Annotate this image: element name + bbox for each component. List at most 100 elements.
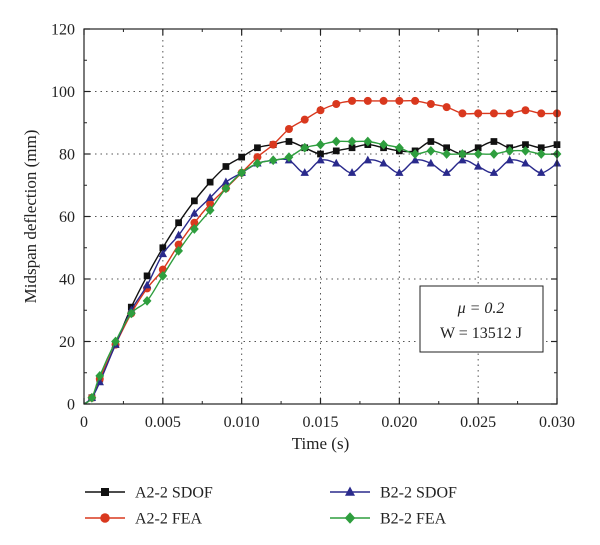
data-point <box>379 158 388 167</box>
data-point <box>175 219 182 227</box>
data-point <box>363 96 372 105</box>
x-tick-label: 0.005 <box>145 414 181 431</box>
data-point <box>174 230 183 239</box>
data-point <box>316 139 325 150</box>
data-point <box>332 100 341 108</box>
annotation-box: μ = 0.2 W = 13512 J <box>419 285 544 353</box>
data-point <box>174 246 184 256</box>
data-point <box>521 106 530 115</box>
data-point <box>221 183 231 194</box>
data-point <box>285 138 293 145</box>
data-point <box>95 371 105 381</box>
data-point <box>253 158 262 169</box>
series-layer <box>83 96 562 405</box>
data-point <box>537 144 545 152</box>
data-point <box>410 149 420 159</box>
ticks: 0 0.005 0.010 0.015 0.020 0.025 0.030 0 20 40 60 80… <box>51 22 575 432</box>
data-point <box>221 177 231 186</box>
series-a2-2-sdof <box>83 138 561 405</box>
x-axis-label: Time (s) <box>292 434 349 453</box>
data-point <box>206 200 215 208</box>
data-point <box>143 272 151 280</box>
series-b2-2-fea <box>83 136 562 405</box>
data-point <box>284 152 294 162</box>
data-point <box>458 155 467 164</box>
legend-marker <box>345 486 355 496</box>
data-point <box>521 146 530 156</box>
legend-item: A2-2 SDOF <box>85 485 213 502</box>
data-point <box>379 139 388 150</box>
data-point <box>142 280 152 289</box>
data-point <box>379 96 388 105</box>
y-tick-label: 60 <box>59 209 75 226</box>
data-point <box>174 240 183 249</box>
data-point <box>189 224 199 234</box>
data-point <box>394 142 404 153</box>
x-tick-label: 0.025 <box>460 414 496 431</box>
data-point <box>537 168 546 176</box>
data-point <box>490 138 498 145</box>
data-point <box>426 100 435 108</box>
legend-marker <box>101 488 109 496</box>
data-point <box>237 167 247 178</box>
data-point <box>222 163 230 170</box>
data-point <box>158 271 168 281</box>
data-point <box>190 208 199 217</box>
legend-label: A2-2 SDOF <box>135 485 213 502</box>
data-point <box>269 140 278 149</box>
legend-marker <box>344 512 356 524</box>
data-point <box>284 125 293 133</box>
y-tick-label: 80 <box>59 147 75 164</box>
x-tick-label: 0.015 <box>303 414 339 431</box>
data-point <box>458 109 467 118</box>
data-point <box>363 155 372 164</box>
data-point <box>191 197 198 205</box>
y-axis-label: Midspan deflection (mm) <box>21 130 40 304</box>
data-point <box>427 138 435 145</box>
data-point <box>300 142 310 153</box>
data-point <box>473 149 483 159</box>
data-point <box>489 168 499 176</box>
data-point <box>348 96 357 105</box>
data-point <box>443 144 450 152</box>
data-point <box>505 109 514 118</box>
x-tick-label: 0.030 <box>539 414 575 431</box>
data-point <box>332 158 341 167</box>
data-point <box>474 109 483 118</box>
data-point <box>316 106 325 115</box>
legend-item: B2-2 FEA <box>330 511 447 528</box>
data-point <box>442 168 451 176</box>
y-tick-label: 20 <box>59 334 75 351</box>
data-point <box>411 96 420 105</box>
data-point <box>126 308 136 319</box>
data-point <box>536 149 546 159</box>
data-point <box>426 158 436 167</box>
legend-label: A2-2 FEA <box>135 511 203 528</box>
data-point <box>473 161 483 170</box>
data-point <box>190 218 199 227</box>
annotation-mu: μ = 0.2 <box>457 300 505 317</box>
data-point <box>521 158 530 167</box>
data-point <box>300 168 309 176</box>
legend-label: B2-2 SDOF <box>380 485 457 502</box>
data-point <box>159 244 167 252</box>
x-tick-label: 0.010 <box>224 414 260 431</box>
y-tick-label: 100 <box>51 84 75 101</box>
data-point <box>489 109 498 118</box>
data-point <box>142 296 152 306</box>
data-point <box>474 144 482 152</box>
annotation-energy: W = 13512 J <box>440 325 522 342</box>
data-point <box>254 144 261 152</box>
data-point <box>457 149 467 159</box>
series-line <box>83 158 558 405</box>
data-point <box>442 103 451 112</box>
data-point <box>505 146 515 156</box>
data-point <box>316 155 325 164</box>
data-point <box>537 109 546 118</box>
data-point <box>332 147 340 155</box>
data-point <box>238 153 246 161</box>
data-point <box>331 136 341 147</box>
data-point <box>348 144 356 152</box>
data-point <box>253 153 262 162</box>
